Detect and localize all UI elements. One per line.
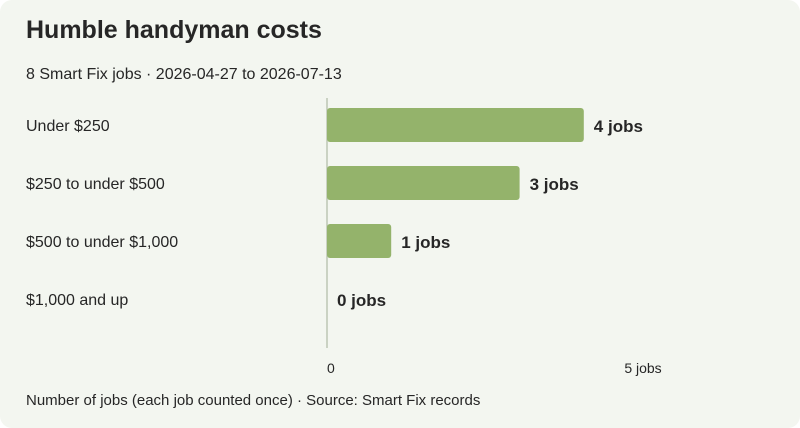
x-tick-label: 5 jobs <box>624 360 661 376</box>
value-label: 3 jobs <box>530 175 579 194</box>
chart-title: Humble handyman costs <box>26 16 322 44</box>
value-label: 0 jobs <box>337 291 386 310</box>
category-label: $250 to under $500 <box>26 176 165 193</box>
chart-subtitle: 8 Smart Fix jobs · 2026-04-27 to 2026-07… <box>26 66 342 83</box>
category-label: $1,000 and up <box>26 292 128 309</box>
category-label: Under $250 <box>26 118 110 135</box>
bar <box>327 108 584 142</box>
value-label: 1 jobs <box>401 233 450 252</box>
category-label: $500 to under $1,000 <box>26 234 178 251</box>
bar <box>327 224 392 258</box>
x-tick-label: 0 <box>327 360 335 376</box>
value-label: 4 jobs <box>594 117 643 136</box>
bar <box>327 166 520 200</box>
chart-footnote: Number of jobs (each job counted once) ·… <box>26 392 481 409</box>
